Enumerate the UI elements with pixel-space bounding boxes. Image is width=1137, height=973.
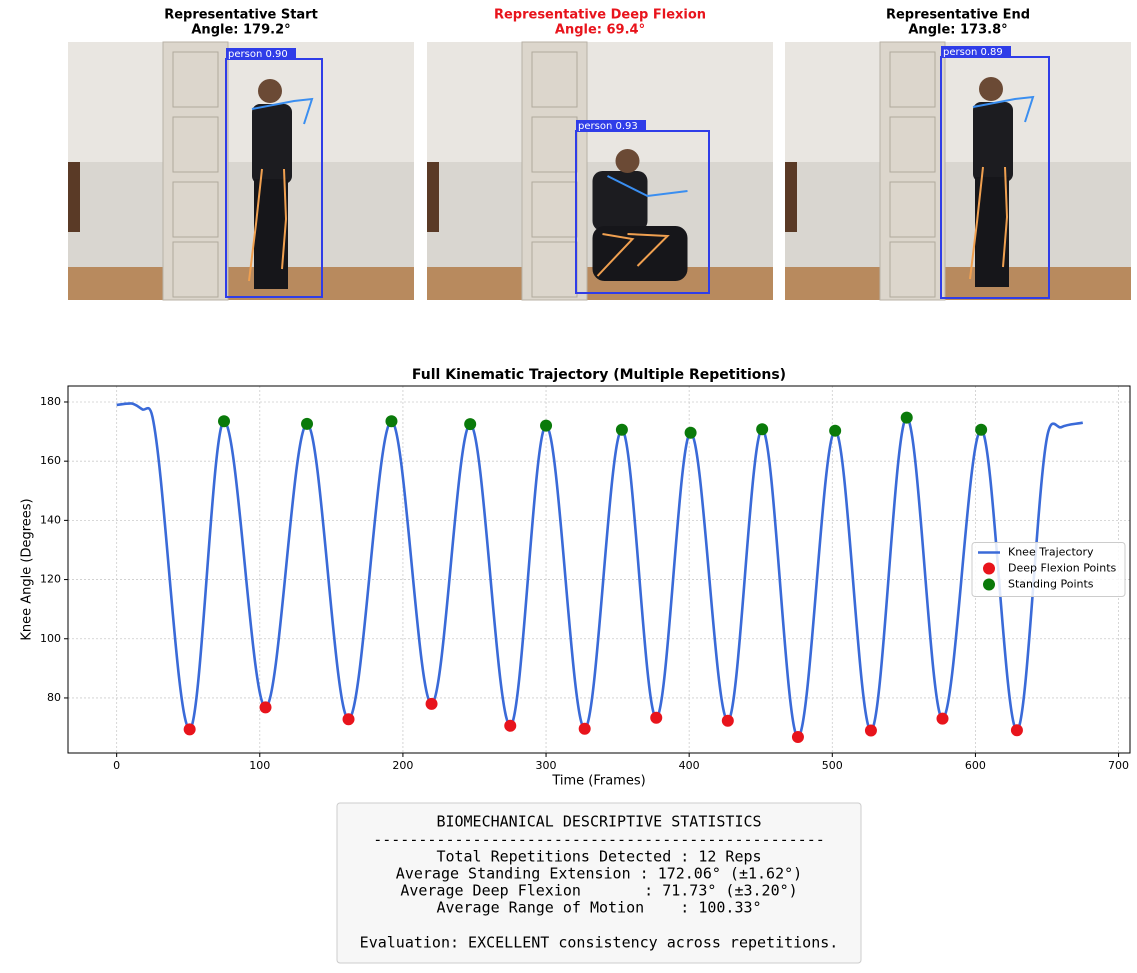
legend-swatch — [983, 579, 995, 591]
torso — [973, 102, 1013, 182]
cabinet — [427, 162, 439, 232]
scatter-point — [829, 425, 841, 437]
scatter-point — [937, 713, 949, 725]
scatter-point — [975, 424, 987, 436]
scatter-point — [865, 725, 877, 737]
wall-lower — [68, 162, 414, 282]
x-axis-label: Time (Frames) — [551, 774, 645, 789]
x-tick-label: 200 — [392, 759, 413, 772]
stats-line: Average Deep Flexion : 71.73° (±3.20°) — [400, 882, 797, 900]
cabinet — [785, 162, 797, 232]
detection-label: person 0.90 — [228, 49, 288, 60]
x-tick-label: 600 — [965, 759, 986, 772]
floor — [68, 267, 414, 300]
stats-separator: ----------------------------------------… — [373, 831, 825, 849]
photo: person 0.90 — [68, 42, 414, 300]
scatter-point — [426, 698, 438, 710]
panel-title: Representative End — [886, 8, 1030, 23]
y-axis-label: Knee Angle (Degrees) — [20, 498, 35, 640]
scatter-point — [218, 415, 230, 427]
x-tick-label: 400 — [679, 759, 700, 772]
legend-swatch — [983, 563, 995, 575]
scatter-point — [685, 427, 697, 439]
scatter-point — [464, 418, 476, 430]
panel-title: Representative Deep Flexion — [494, 8, 706, 23]
scatter-point — [722, 715, 734, 727]
head — [979, 77, 1003, 101]
head — [616, 149, 640, 173]
scatter-point — [504, 720, 516, 732]
x-tick-label: 100 — [249, 759, 270, 772]
stats-line: Average Range of Motion : 100.33° — [436, 899, 761, 917]
y-tick-label: 140 — [40, 513, 61, 526]
panel-angle: Angle: 69.4° — [555, 23, 645, 38]
stats-title: BIOMECHANICAL DESCRIPTIVE STATISTICS — [436, 813, 761, 831]
legend-label: Knee Trajectory — [1008, 546, 1094, 559]
chart-title: Full Kinematic Trajectory (Multiple Repe… — [412, 367, 786, 383]
scatter-point — [650, 712, 662, 724]
stats-evaluation: Evaluation: EXCELLENT consistency across… — [360, 934, 839, 952]
wall-lower — [785, 162, 1131, 282]
scatter-point — [756, 423, 768, 435]
torso — [593, 171, 648, 231]
x-tick-label: 500 — [822, 759, 843, 772]
panel-angle: Angle: 179.2° — [191, 23, 290, 38]
legend-label: Deep Flexion Points — [1008, 562, 1117, 575]
photo: person 0.89 — [785, 42, 1131, 300]
detection-label: person 0.93 — [578, 121, 638, 132]
x-tick-label: 700 — [1108, 759, 1129, 772]
stats-line: Average Standing Extension : 172.06° (±1… — [396, 865, 802, 883]
scatter-point — [616, 424, 628, 436]
photo: person 0.93 — [427, 42, 773, 300]
stats-line: Total Repetitions Detected : 12 Reps — [436, 848, 761, 866]
head — [258, 79, 282, 103]
scatter-point — [184, 723, 196, 735]
detection-label: person 0.89 — [943, 47, 1003, 58]
scatter-point — [260, 701, 272, 713]
x-tick-label: 0 — [113, 759, 120, 772]
scatter-point — [540, 420, 552, 432]
page: {"panels": [ {"title": "Representative S… — [0, 0, 1137, 973]
scatter-point — [901, 412, 913, 424]
floor — [785, 267, 1131, 300]
figure: Representative StartAngle: 179.2° person … — [0, 0, 1137, 969]
scatter-point — [792, 731, 804, 743]
torso — [252, 104, 292, 184]
y-tick-label: 100 — [40, 632, 61, 645]
y-tick-label: 120 — [40, 573, 61, 586]
scatter-point — [301, 418, 313, 430]
legend-label: Standing Points — [1008, 578, 1094, 591]
scatter-point — [343, 713, 355, 725]
x-tick-label: 300 — [536, 759, 557, 772]
scatter-point — [579, 723, 591, 735]
scatter-point — [385, 415, 397, 427]
scatter-point — [1011, 724, 1023, 736]
cabinet — [68, 162, 80, 232]
y-tick-label: 180 — [40, 395, 61, 408]
y-tick-label: 160 — [40, 454, 61, 467]
panel-angle: Angle: 173.8° — [908, 23, 1007, 38]
y-tick-label: 80 — [47, 691, 61, 704]
panel-title: Representative Start — [164, 8, 318, 23]
